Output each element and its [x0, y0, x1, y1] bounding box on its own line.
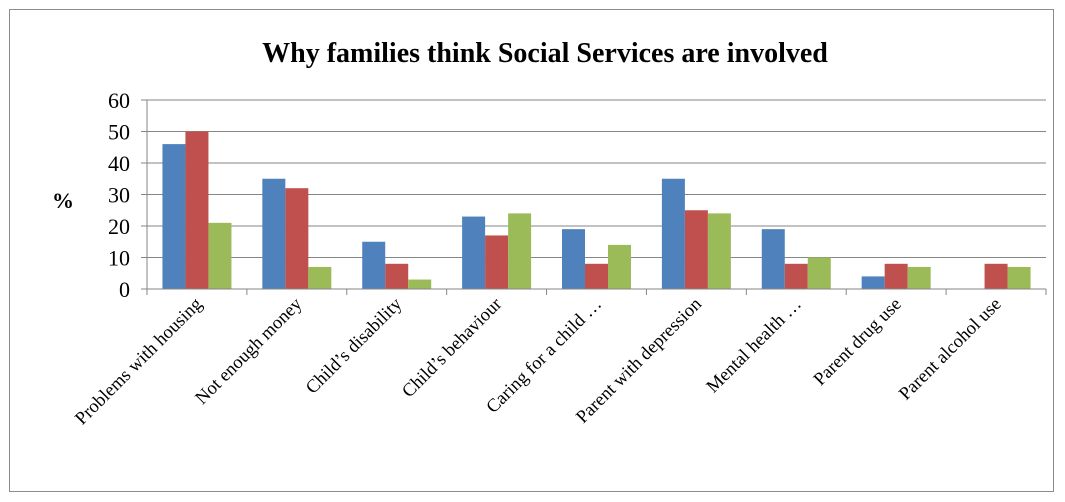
bar	[162, 144, 186, 289]
bar	[285, 188, 309, 289]
y-axis-label: %	[52, 188, 74, 213]
bar	[684, 210, 708, 289]
bar	[661, 178, 685, 289]
x-tick-label: Problems with housing	[72, 294, 207, 429]
bar	[262, 178, 286, 289]
y-tick-label: 10	[108, 246, 130, 271]
y-tick-label: 60	[108, 88, 130, 113]
bar	[585, 263, 608, 289]
bar	[362, 241, 386, 289]
bar	[784, 263, 808, 289]
x-tick-label: Child’s behaviour	[399, 294, 507, 402]
bar	[884, 263, 908, 289]
y-tick-label: 50	[108, 120, 130, 145]
bar	[485, 235, 509, 289]
x-tick-label: Child’s disability	[302, 294, 406, 398]
bar	[907, 266, 931, 289]
chart-title: Why families think Social Services are i…	[262, 38, 828, 69]
y-tick-label: 20	[108, 214, 130, 239]
axes	[141, 99, 1047, 295]
bar	[508, 213, 532, 289]
bar	[761, 229, 785, 289]
bar	[807, 257, 831, 289]
bars	[162, 131, 1031, 289]
bar	[608, 244, 631, 289]
bar	[185, 131, 209, 289]
y-tick-label: 0	[119, 277, 130, 302]
x-tick-label: Not enough money	[192, 294, 307, 409]
bar	[385, 263, 409, 289]
x-tick-label: Mental health …	[703, 294, 806, 397]
y-tick-labels: 0 10 20 30 40 50 60	[108, 88, 130, 302]
bar	[462, 216, 486, 289]
bar	[1007, 266, 1031, 289]
bar	[308, 266, 332, 289]
bar	[861, 276, 885, 289]
bar	[208, 222, 232, 289]
y-tick-label: 40	[108, 151, 130, 176]
bar	[984, 263, 1008, 289]
x-tick-label: Parent alcohol use	[896, 294, 1006, 404]
bar	[562, 229, 585, 289]
y-tick-label: 30	[108, 183, 130, 208]
x-tick-label: Parent drug use	[810, 294, 906, 390]
bar	[707, 213, 731, 289]
bar	[408, 279, 432, 289]
